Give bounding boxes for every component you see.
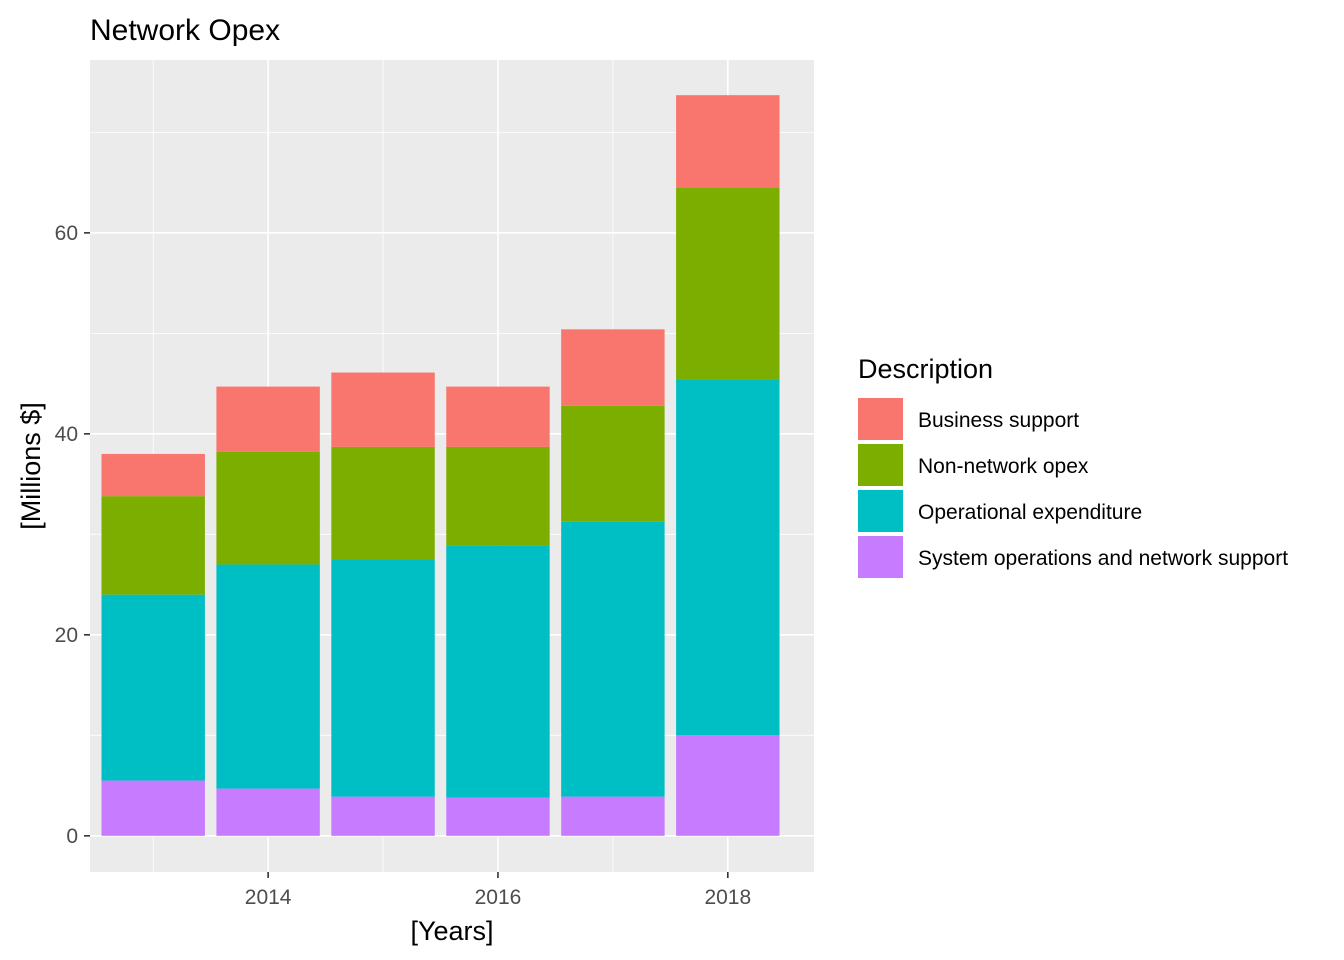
bar-2017-system-operations-and-network-support [561, 796, 665, 836]
legend-key-business-support [858, 398, 903, 440]
x-tick-label: 2018 [704, 886, 751, 909]
legend-label: Operational expenditure [918, 501, 1142, 524]
bar-2017-business-support [561, 329, 665, 406]
bar-2015-system-operations-and-network-support [331, 796, 435, 836]
y-axis: 0 20 40 60 [55, 222, 90, 848]
bar-2017-non-network-opex [561, 405, 665, 522]
bar-2016-operational-expenditure [446, 545, 550, 798]
bar-2016-system-operations-and-network-support [446, 797, 550, 836]
bar-2017-operational-expenditure [561, 521, 665, 797]
legend-key-non-network-opex [858, 444, 903, 486]
x-tick-label: 2016 [475, 886, 522, 909]
bar-2018-system-operations-and-network-support [676, 735, 780, 836]
legend-label: Non-network opex [918, 455, 1089, 478]
bar-2014-business-support [216, 386, 320, 452]
bar-2018-non-network-opex [676, 187, 780, 380]
bar-2016-non-network-opex [446, 446, 550, 546]
bar-2018-business-support [676, 95, 780, 188]
legend-key-operational-expenditure [858, 490, 903, 532]
bar-2015-operational-expenditure [331, 559, 435, 797]
legend-label: Business support [918, 409, 1079, 432]
bar-2018-operational-expenditure [676, 379, 780, 736]
x-axis: 2014 2016 2018 [245, 872, 751, 909]
bar-2013-non-network-opex [101, 496, 205, 595]
bar-2014-system-operations-and-network-support [216, 788, 320, 836]
bar-2013-operational-expenditure [101, 594, 205, 781]
y-axis-title: [Millions $] [16, 402, 46, 530]
bar-2013-business-support [101, 453, 205, 497]
legend: Description Business support Non-network … [858, 354, 1288, 578]
y-tick-label: 40 [55, 423, 78, 446]
y-tick-label: 0 [66, 825, 78, 848]
legend-label: System operations and network support [918, 547, 1288, 570]
bar-2016-business-support [446, 386, 550, 447]
x-axis-title: [Years] [410, 916, 493, 946]
y-tick-label: 60 [55, 222, 78, 245]
bar-2014-non-network-opex [216, 451, 320, 565]
bar-2015-business-support [331, 372, 435, 447]
legend-key-system-operations-and-network-support [858, 536, 903, 578]
y-tick-label: 20 [55, 624, 78, 647]
bar-2014-operational-expenditure [216, 564, 320, 789]
chart-title: Network Opex [90, 14, 280, 47]
bars-layer [101, 95, 780, 836]
bar-2015-non-network-opex [331, 446, 435, 560]
legend-title: Description [858, 354, 993, 384]
x-tick-label: 2014 [245, 886, 292, 909]
bar-2013-system-operations-and-network-support [101, 780, 205, 836]
